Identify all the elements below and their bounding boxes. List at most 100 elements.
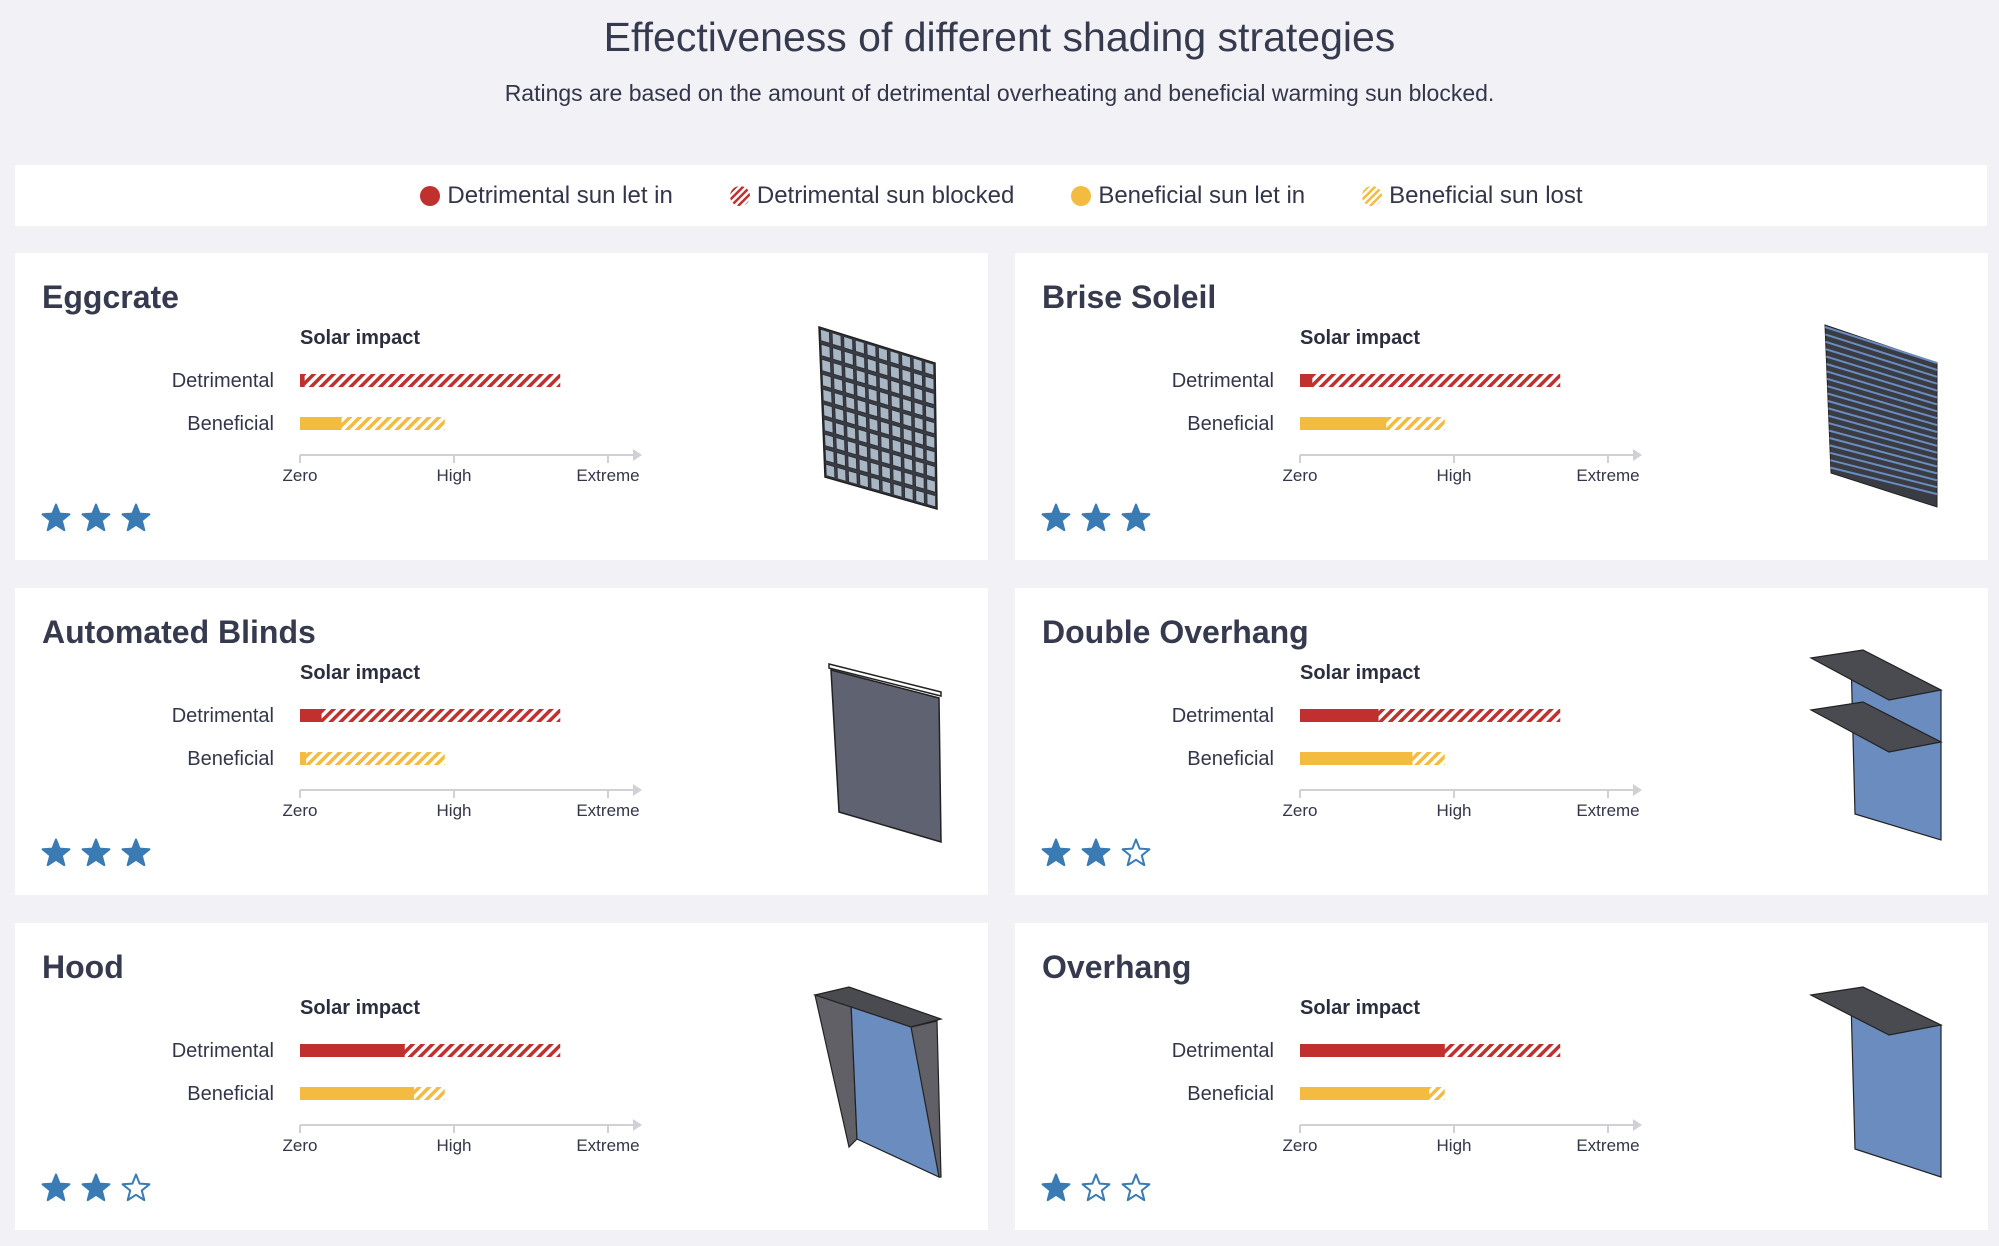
category-label: Detrimental xyxy=(1172,1040,1274,1062)
let-in-bar xyxy=(300,417,342,430)
strategy-name: Eggcrate xyxy=(42,279,179,315)
star-rating xyxy=(41,1173,151,1203)
blocked-bar xyxy=(300,374,561,387)
axis-arrow-icon xyxy=(1633,1119,1642,1131)
axis-arrow-icon xyxy=(1633,449,1642,461)
strategy-card: Automated Blinds Solar impact Detrimental B… xyxy=(15,588,988,895)
star-rating xyxy=(1041,838,1151,868)
hatched-red-swatch-icon xyxy=(729,185,750,206)
page-title: Effectiveness of different shading strat… xyxy=(603,14,1396,60)
star-filled-icon xyxy=(1081,503,1111,532)
star-empty-icon xyxy=(1121,1173,1151,1202)
eggcrate-icon xyxy=(818,325,938,510)
strategy-card: Overhang Solar impact Detrimental Beneficia… xyxy=(1015,923,1988,1230)
legend: Detrimental sun let in Detrimental sun b… xyxy=(15,165,1987,226)
strategy-card: Double Overhang Solar impact Detrimental Be… xyxy=(1015,588,1988,895)
star-filled-icon xyxy=(81,838,111,867)
star-empty-icon xyxy=(1121,838,1151,867)
chart-title: Solar impact xyxy=(300,662,420,684)
strategy-card: Eggcrate Solar impact Detrimental Beneficia… xyxy=(15,253,988,560)
let-in-bar xyxy=(300,1044,405,1057)
hatched-yellow-swatch-icon xyxy=(1362,185,1383,206)
solid-yellow-swatch-icon xyxy=(1071,185,1092,206)
chart-title: Solar impact xyxy=(300,327,420,349)
tick-label: Zero xyxy=(1283,466,1318,485)
let-in-bar xyxy=(1300,1044,1445,1057)
let-in-bar xyxy=(300,752,307,765)
tick-label: Zero xyxy=(283,801,318,820)
star-filled-icon xyxy=(1121,503,1151,532)
category-label: Beneficial xyxy=(1187,748,1274,770)
star-filled-icon xyxy=(81,503,111,532)
strategy-name: Automated Blinds xyxy=(42,614,316,650)
category-label: Detrimental xyxy=(172,1040,274,1062)
blocked-bar xyxy=(1300,374,1561,387)
chart-title: Solar impact xyxy=(1300,997,1420,1019)
star-filled-icon xyxy=(1041,838,1071,867)
axis-arrow-icon xyxy=(1633,784,1642,796)
let-in-bar xyxy=(1300,417,1387,430)
tick-label: Extreme xyxy=(576,801,639,820)
let-in-bar xyxy=(300,374,305,387)
star-filled-icon xyxy=(41,838,71,867)
star-filled-icon xyxy=(121,838,151,867)
legend-item-detrimental-blocked: Detrimental sun blocked xyxy=(729,182,1014,210)
star-filled-icon xyxy=(1081,838,1111,867)
solar-impact-chart: Solar impact Detrimental Beneficial Zero Hig… xyxy=(1172,327,1642,485)
strategy-name: Brise Soleil xyxy=(1042,279,1217,315)
star-filled-icon xyxy=(41,503,71,532)
let-in-bar xyxy=(1300,1087,1430,1100)
solid-red-swatch-icon xyxy=(420,185,441,206)
category-label: Beneficial xyxy=(187,748,274,770)
tick-label: Extreme xyxy=(1576,466,1639,485)
category-label: Detrimental xyxy=(172,370,274,392)
strategy-name: Overhang xyxy=(1042,949,1192,985)
axis-arrow-icon xyxy=(633,449,642,461)
tick-label: High xyxy=(437,466,472,485)
legend-label: Beneficial sun lost xyxy=(1389,181,1583,209)
hood-icon xyxy=(812,986,944,1178)
star-filled-icon xyxy=(41,1173,71,1202)
category-label: Beneficial xyxy=(1187,413,1274,435)
solar-impact-chart: Solar impact Detrimental Beneficial Zero Hig… xyxy=(172,662,642,820)
solar-impact-chart: Solar impact Detrimental Beneficial Zero Hig… xyxy=(172,327,642,485)
solar-impact-chart: Solar impact Detrimental Beneficial Zero Hig… xyxy=(1172,662,1642,820)
category-label: Beneficial xyxy=(187,413,274,435)
legend-label: Detrimental sun let in xyxy=(447,181,673,209)
star-filled-icon xyxy=(1041,503,1071,532)
legend-item-beneficial-let-in: Beneficial sun let in xyxy=(1070,182,1305,210)
axis-arrow-icon xyxy=(633,1119,642,1131)
axis-arrow-icon xyxy=(633,784,642,796)
chart-title: Solar impact xyxy=(1300,662,1420,684)
tick-label: Zero xyxy=(1283,801,1318,820)
category-label: Detrimental xyxy=(172,705,274,727)
category-label: Beneficial xyxy=(187,1083,274,1105)
star-empty-icon xyxy=(121,1173,151,1202)
let-in-bar xyxy=(1300,374,1313,387)
category-label: Detrimental xyxy=(1172,370,1274,392)
let-in-bar xyxy=(300,709,322,722)
double-overhang-icon xyxy=(1809,649,1943,841)
legend-item-beneficial-lost: Beneficial sun lost xyxy=(1361,181,1583,210)
blocked-bar xyxy=(300,709,561,722)
tick-label: Zero xyxy=(283,466,318,485)
category-label: Detrimental xyxy=(1172,705,1274,727)
let-in-bar xyxy=(1300,709,1379,722)
blinds-icon xyxy=(828,663,942,844)
tick-label: Zero xyxy=(283,1136,318,1155)
tick-label: High xyxy=(1437,466,1472,485)
tick-label: Extreme xyxy=(1576,1136,1639,1155)
solar-impact-chart: Solar impact Detrimental Beneficial Zero Hig… xyxy=(172,997,642,1155)
let-in-bar xyxy=(1300,752,1413,765)
tick-label: High xyxy=(1437,1136,1472,1155)
tick-label: High xyxy=(437,1136,472,1155)
star-rating xyxy=(41,503,151,533)
legend-label: Beneficial sun let in xyxy=(1098,181,1306,209)
star-filled-icon xyxy=(1041,1173,1071,1202)
brise-soleil-icon xyxy=(1824,324,1938,508)
strategy-name: Hood xyxy=(42,949,124,985)
star-rating xyxy=(1041,1173,1151,1203)
strategy-card: Brise Soleil Solar impact Detrimental Benef… xyxy=(1015,253,1988,560)
category-label: Beneficial xyxy=(1187,1083,1274,1105)
blocked-bar xyxy=(300,752,445,765)
